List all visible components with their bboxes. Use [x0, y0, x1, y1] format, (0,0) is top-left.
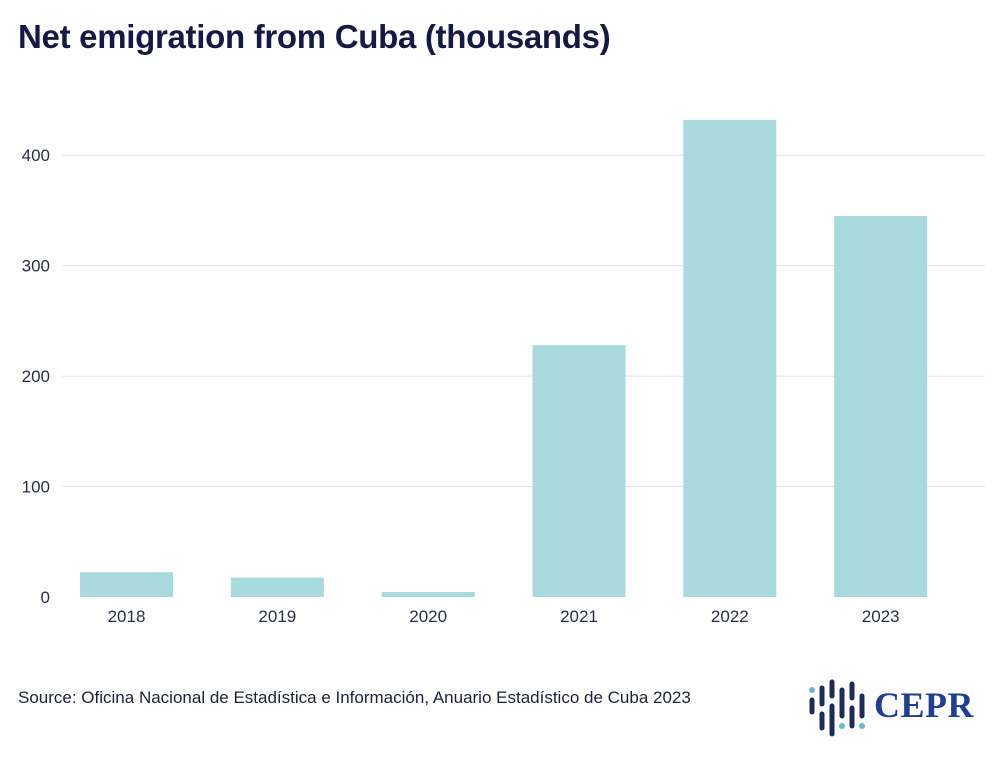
y-tick-label: 0: [41, 588, 50, 607]
bar-2018: [80, 572, 173, 597]
bar-chart: 0 100 200 300 400 2018 2019 2020 2021 2022 2023: [22, 119, 985, 626]
bars: [80, 119, 928, 597]
gridlines: [62, 154, 985, 488]
bar-2021: [532, 345, 626, 597]
x-tick-labels: 2018 2019 2020 2021 2022 2023: [108, 607, 900, 626]
x-tick-label: 2022: [711, 607, 749, 626]
x-tick-label: 2020: [409, 607, 447, 626]
bar-2022: [683, 119, 777, 597]
x-tick-label: 2021: [560, 607, 598, 626]
cepr-logo: CEPR: [806, 676, 978, 738]
x-tick-label: 2023: [862, 607, 900, 626]
bar-2019: [230, 577, 324, 597]
y-tick-label: 300: [22, 257, 50, 276]
y-tick-label: 100: [22, 478, 50, 497]
cepr-logo-icon: [809, 679, 865, 737]
y-tick-label: 400: [22, 146, 50, 165]
bar-2023: [834, 215, 928, 597]
x-tick-label: 2018: [108, 607, 146, 626]
y-tick-label: 200: [22, 367, 50, 386]
cepr-logo-text: CEPR: [874, 685, 974, 725]
y-tick-labels: 0 100 200 300 400: [22, 146, 50, 607]
chart-title: Net emigration from Cuba (thousands): [18, 18, 611, 55]
bar-2020: [381, 592, 475, 597]
x-tick-label: 2019: [258, 607, 296, 626]
source-note: Source: Oficina Nacional de Estadística …: [18, 688, 691, 707]
